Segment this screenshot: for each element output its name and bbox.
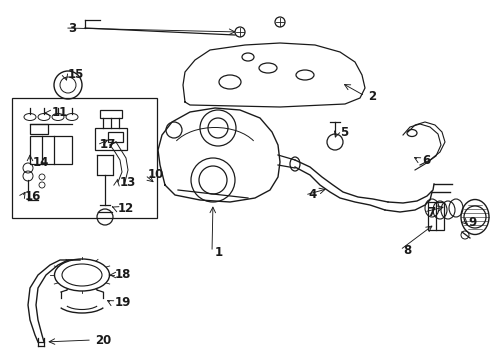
Text: 14: 14 xyxy=(33,156,49,168)
Bar xyxy=(95,128,127,150)
Text: 1: 1 xyxy=(215,246,223,258)
Text: 8: 8 xyxy=(403,243,411,256)
Bar xyxy=(100,110,122,118)
Text: 2: 2 xyxy=(368,90,376,103)
Bar xyxy=(30,136,72,164)
Text: 7: 7 xyxy=(427,206,435,219)
Text: 20: 20 xyxy=(95,333,111,346)
Bar xyxy=(12,98,157,218)
Text: 6: 6 xyxy=(422,153,430,166)
Text: 13: 13 xyxy=(120,175,136,189)
Text: 17: 17 xyxy=(100,139,116,152)
Text: 5: 5 xyxy=(340,126,348,139)
Text: 4: 4 xyxy=(308,189,316,202)
Text: 3: 3 xyxy=(68,22,76,35)
Bar xyxy=(428,202,444,230)
Text: 19: 19 xyxy=(115,297,131,310)
Text: 12: 12 xyxy=(118,202,134,215)
Text: 10: 10 xyxy=(148,168,164,181)
Text: 11: 11 xyxy=(52,107,68,120)
Text: 15: 15 xyxy=(68,68,84,81)
Text: 18: 18 xyxy=(115,269,131,282)
Text: 9: 9 xyxy=(468,216,476,229)
Text: 16: 16 xyxy=(25,190,41,203)
Bar xyxy=(108,132,123,142)
Bar xyxy=(30,124,48,134)
